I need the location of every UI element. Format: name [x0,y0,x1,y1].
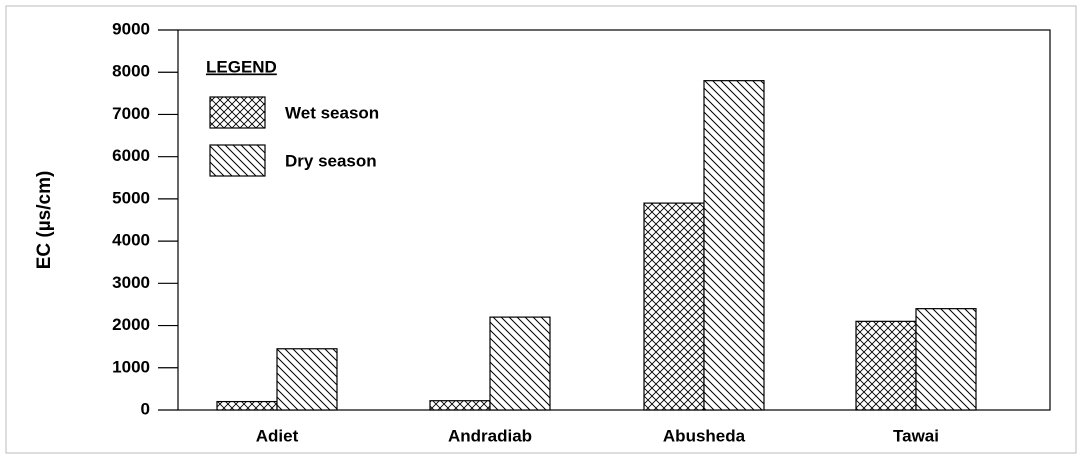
y-tick-label: 4000 [112,231,150,250]
y-tick-label: 2000 [112,315,150,334]
y-tick-label: 9000 [112,19,150,38]
legend-title: LEGEND [206,57,277,76]
bar [855,320,917,411]
y-tick-label: 8000 [112,62,150,81]
x-tick-label: Andradiab [448,426,532,445]
frame [5,5,1077,454]
y-tick-label: 6000 [112,146,150,165]
bar [276,348,338,411]
bar [643,202,705,411]
y-axis-label: EC (µs/cm) [34,171,55,270]
y-tick-label: 0 [141,399,150,418]
x-tick-label: Abusheda [663,426,746,445]
y-tick-label: 3000 [112,273,150,292]
legend-label: Wet season [285,103,379,122]
bar [703,80,765,411]
legend-swatch [209,144,266,177]
x-tick-label: Adiet [256,426,299,445]
plot-frame [177,29,1051,411]
y-tick-label: 1000 [112,357,150,376]
bar [915,308,977,411]
bar [216,400,278,411]
legend-swatch [209,96,266,129]
x-tick-label: Tawai [893,426,939,445]
bar [429,400,491,411]
bar [489,316,551,411]
legend-label: Dry season [285,151,377,170]
y-tick-label: 5000 [112,188,150,207]
y-tick-label: 7000 [112,104,150,123]
